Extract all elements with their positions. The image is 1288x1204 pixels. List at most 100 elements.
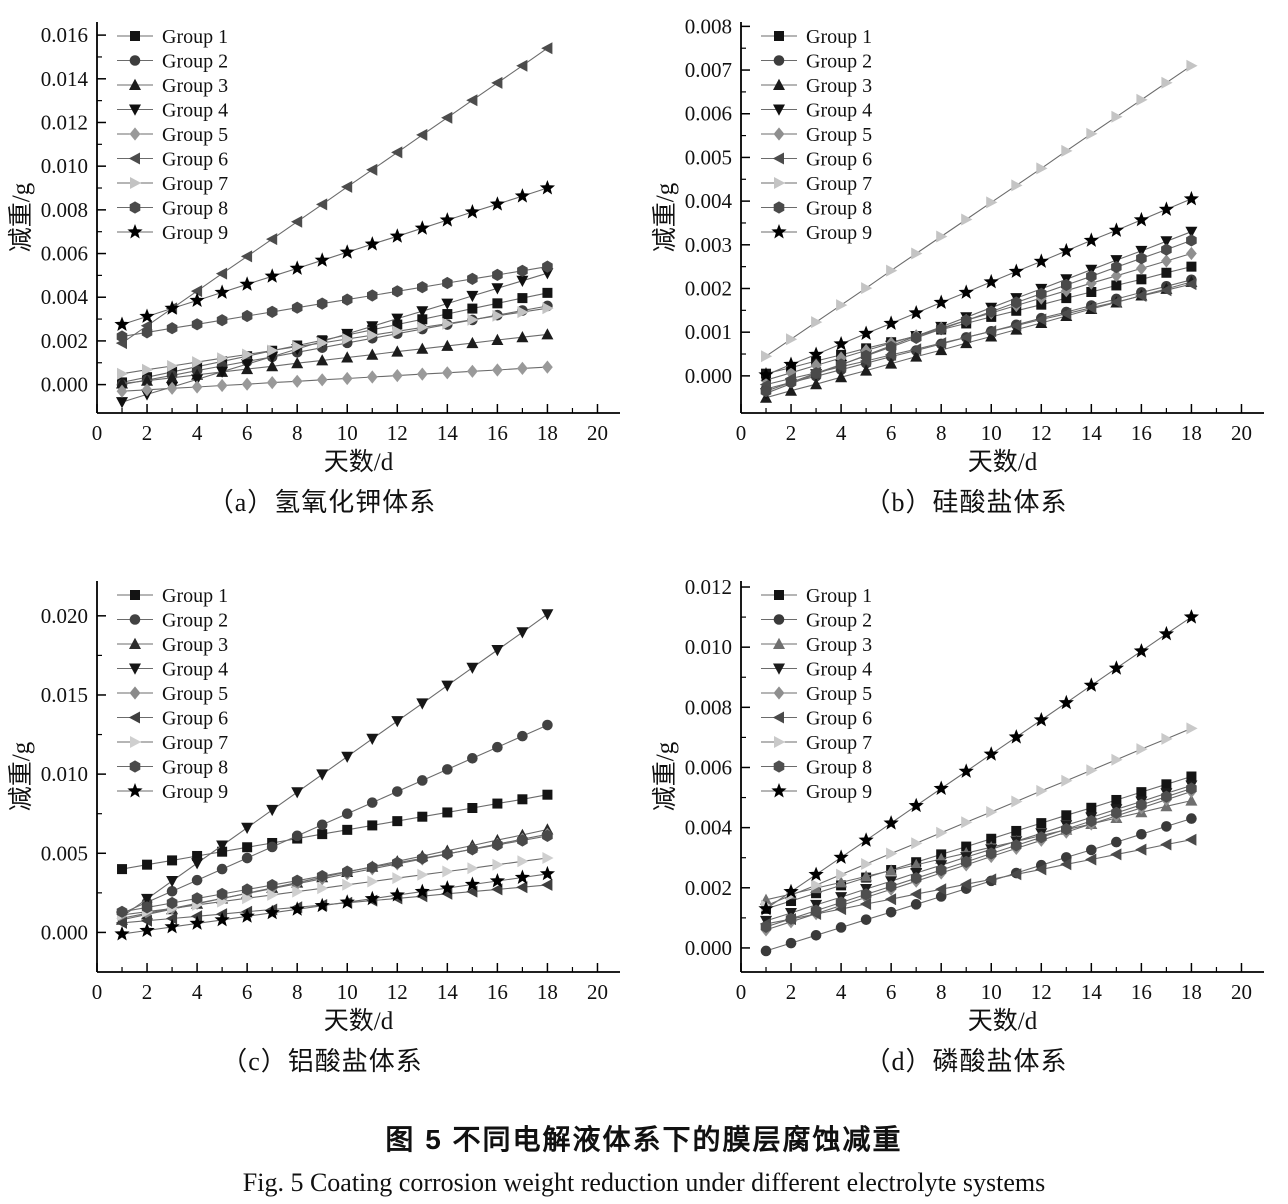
legend-label-group-2: Group 2	[806, 610, 872, 632]
y-axis-label: 减重/g	[651, 182, 679, 252]
subplot-a: 0 2 4 6 8 10 12 14 16 18 20 0.000 0.002 0.004 0.006 0.0…	[0, 0, 644, 545]
subplot-c: 0 2 4 6 8 10 12 14 16 18 20 0.000 0.005 0.010 0.015 0.0…	[0, 559, 644, 1104]
legend-label-group-3: Group 3	[806, 634, 872, 656]
svg-text:0.003: 0.003	[685, 233, 732, 257]
svg-text:0.000: 0.000	[41, 920, 88, 944]
legend-label-group-4: Group 4	[806, 100, 872, 122]
svg-text:20: 20	[1231, 980, 1252, 1004]
svg-text:18: 18	[1181, 421, 1202, 445]
x-axis-label: 天数/d	[324, 448, 394, 476]
legend-label-group-1: Group 1	[162, 585, 228, 607]
x-axis-label: 天数/d	[324, 1007, 394, 1035]
legend-label-group-3: Group 3	[162, 75, 228, 97]
series-group-9	[114, 180, 555, 331]
svg-text:0.000: 0.000	[685, 936, 732, 960]
legend-label-group-8: Group 8	[806, 198, 872, 220]
axes: 0 2 4 6 8 10 12 14 16 18 20 0.000 0.002 0.004 0.006 0.0…	[651, 575, 1264, 1035]
subplot-b: 0 2 4 6 8 10 12 14 16 18 20 0.000 0.001 0.002 0.003 0.0…	[644, 0, 1288, 545]
chart-a-canvas: 0 2 4 6 8 10 12 14 16 18 20 0.000 0.002 0.004 0.006 0.0…	[7, 22, 620, 476]
svg-text:4: 4	[192, 421, 203, 445]
svg-text:0.012: 0.012	[685, 575, 732, 599]
svg-text:0: 0	[92, 980, 103, 1004]
svg-text:0.010: 0.010	[41, 762, 88, 786]
svg-text:12: 12	[1031, 421, 1052, 445]
series-group-1	[761, 261, 1197, 379]
legend-label-group-5: Group 5	[162, 683, 228, 705]
svg-text:0.008: 0.008	[685, 14, 732, 38]
y-axis-label: 减重/g	[7, 182, 35, 252]
svg-text:10: 10	[337, 421, 358, 445]
legend-label-group-1: Group 1	[162, 26, 228, 48]
svg-text:20: 20	[587, 980, 608, 1004]
subplot-c-caption: （c）铝酸盐体系	[221, 1047, 423, 1076]
svg-text:0.000: 0.000	[685, 364, 732, 388]
series-group-8	[116, 829, 553, 918]
chart-b-canvas: 0 2 4 6 8 10 12 14 16 18 20 0.000 0.001 0.002 0.003 0.0…	[651, 14, 1264, 476]
svg-text:14: 14	[1081, 421, 1103, 445]
svg-text:0.001: 0.001	[685, 320, 732, 344]
svg-text:14: 14	[437, 421, 459, 445]
svg-text:6: 6	[242, 980, 253, 1004]
x-axis-label: 天数/d	[968, 1007, 1038, 1035]
svg-text:10: 10	[981, 421, 1002, 445]
series-group-8	[760, 782, 1197, 933]
x-axis-label: 天数/d	[968, 448, 1038, 476]
series-group-1	[117, 789, 553, 875]
subplot-b-caption: （b）硅酸盐体系	[864, 488, 1068, 517]
svg-text:0.006: 0.006	[685, 755, 732, 779]
legend-label-group-7: Group 7	[806, 732, 872, 754]
axes: 0 2 4 6 8 10 12 14 16 18 20 0.000 0.001 0.002 0.003 0.0…	[651, 14, 1264, 476]
legend-label-group-5: Group 5	[162, 124, 228, 146]
svg-text:0.014: 0.014	[41, 67, 89, 91]
figure-caption-en: Fig. 5 Coating corrosion weight reductio…	[242, 1168, 1046, 1197]
subplot-a-caption: （a）氢氧化钾体系	[207, 488, 437, 517]
series-group-5	[760, 246, 1197, 387]
svg-text:6: 6	[886, 421, 897, 445]
svg-text:14: 14	[437, 980, 459, 1004]
series-group-7	[117, 302, 554, 380]
svg-text:0.005: 0.005	[41, 841, 88, 865]
legend-label-group-9: Group 9	[806, 222, 872, 244]
legend-label-group-2: Group 2	[162, 610, 228, 632]
legend-label-group-6: Group 6	[806, 149, 872, 171]
legend-label-group-4: Group 4	[162, 659, 228, 681]
series-group-6	[759, 278, 1197, 391]
svg-text:0.004: 0.004	[41, 285, 89, 309]
svg-text:0.010: 0.010	[685, 635, 732, 659]
svg-text:12: 12	[1031, 980, 1052, 1004]
subplot-d: 0 2 4 6 8 10 12 14 16 18 20 0.000 0.002 0.004 0.006 0.0…	[644, 559, 1288, 1104]
svg-text:18: 18	[537, 421, 558, 445]
legend-label-group-2: Group 2	[162, 51, 228, 73]
svg-text:20: 20	[587, 421, 608, 445]
svg-text:14: 14	[1081, 980, 1103, 1004]
svg-text:0.002: 0.002	[685, 876, 732, 900]
svg-text:0.016: 0.016	[41, 23, 88, 47]
svg-text:20: 20	[1231, 421, 1252, 445]
svg-text:0.006: 0.006	[41, 242, 88, 266]
svg-text:4: 4	[836, 980, 847, 1004]
svg-text:18: 18	[1181, 980, 1202, 1004]
series-group-8	[116, 260, 553, 343]
series-group-2	[116, 719, 553, 919]
svg-text:0.002: 0.002	[685, 276, 732, 300]
svg-text:0.012: 0.012	[41, 110, 88, 134]
series-group-6	[115, 42, 553, 350]
svg-text:16: 16	[487, 980, 508, 1004]
svg-text:16: 16	[1131, 980, 1152, 1004]
series-group-8	[760, 234, 1197, 398]
svg-text:0.005: 0.005	[685, 145, 732, 169]
svg-text:0.020: 0.020	[41, 604, 88, 628]
svg-text:0: 0	[736, 980, 747, 1004]
chart-c-canvas: 0 2 4 6 8 10 12 14 16 18 20 0.000 0.005 0.010 0.015 0.0…	[7, 581, 620, 1035]
svg-text:0.004: 0.004	[685, 189, 733, 213]
svg-text:2: 2	[786, 421, 797, 445]
y-axis-label: 减重/g	[651, 741, 679, 811]
legend-label-group-9: Group 9	[162, 781, 228, 803]
subplot-d-caption: （d）磷酸盐体系	[864, 1047, 1068, 1076]
svg-text:0.002: 0.002	[41, 329, 88, 353]
legend-label-group-3: Group 3	[162, 634, 228, 656]
svg-text:10: 10	[337, 980, 358, 1004]
